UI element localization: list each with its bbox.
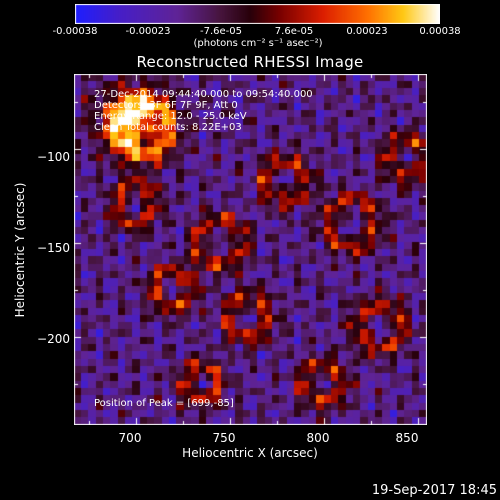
x-tick-label: 800	[306, 431, 330, 445]
y-tick-label: −150	[37, 241, 70, 255]
chart-title: Reconstructed RHESSI Image	[136, 53, 364, 71]
annotation-clean: Clean Total counts: 8.22E+03	[94, 122, 242, 133]
annotation-energy: Energy Range: 12.0 - 25.0 keV	[94, 111, 247, 122]
colorbar-tick-label: 7.6e-05	[274, 26, 314, 37]
x-tick-label: 750	[212, 431, 236, 445]
x-tick-label: 850	[395, 431, 419, 445]
colorbar	[75, 4, 440, 24]
annotation-time: 27-Dec-2014 09:44:40.000 to 09:54:40.000	[94, 89, 313, 100]
annotation-peak: Position of Peak = [699,-85]	[94, 398, 234, 409]
x-axis-label: Heliocentric X (arcsec)	[182, 446, 318, 460]
colorbar-tick-label: -0.00038	[52, 26, 98, 37]
y-axis-label: Heliocentric Y (arcsec)	[13, 182, 27, 318]
colorbar-tick-label: 0.00038	[419, 26, 461, 37]
colorbar-tick-label: -0.00023	[125, 26, 171, 37]
x-tick-label: 700	[118, 431, 142, 445]
annotation-detectors: Detectors: 3F 6F 7F 9F, Att 0	[94, 100, 238, 111]
y-tick-label: −200	[37, 332, 70, 346]
heatmap-image	[74, 74, 427, 425]
colorbar-tick-label: -7.6e-05	[200, 26, 242, 37]
colorbar-tick-label: 0.00023	[346, 26, 388, 37]
colorbar-units: (photons cm⁻² s⁻¹ asec⁻²)	[193, 38, 323, 49]
y-tick-label: −100	[37, 150, 70, 164]
plot-timestamp: 19-Sep-2017 18:45	[371, 483, 497, 498]
